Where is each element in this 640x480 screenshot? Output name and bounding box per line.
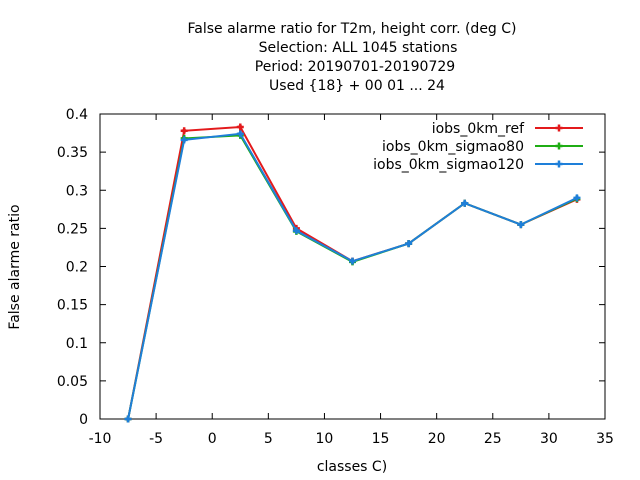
data-point-dot (294, 228, 299, 233)
data-point-dot (238, 131, 243, 137)
legend-marker (555, 142, 563, 150)
data-point-dot (406, 241, 411, 246)
series-group (124, 123, 581, 423)
series-line (127, 132, 578, 420)
title-line-3: Period: 20190701-20190729 (255, 59, 455, 75)
data-point-dot (125, 416, 131, 422)
x-tick-label: 5 (264, 431, 273, 447)
x-tick-label: -5 (149, 431, 163, 447)
legend-label: iobs_0km_sigmao80 (382, 139, 524, 155)
title-line-4: Used {18} + 00 01 ... 24 (269, 78, 445, 94)
y-axis: 0 0.05 0.1 0.15 0.2 0.25 0.3 0.35 0.4 (57, 107, 605, 428)
title-line-2: Selection: ALL 1045 stations (259, 40, 458, 56)
legend-item: iobs_0km_sigmao120 (373, 157, 583, 173)
y-tick-label: 0.4 (66, 107, 88, 123)
legend-marker (555, 124, 563, 132)
series-iobs_0km_sigmao120 (124, 130, 581, 423)
data-point-dot (518, 222, 524, 227)
x-tick-label: 35 (596, 431, 614, 447)
y-axis-label: False alarme ratio (7, 204, 23, 329)
y-tick-label: 0.1 (66, 336, 88, 352)
chart-title: False alarme ratio for T2m, height corr.… (187, 21, 516, 94)
y-tick-label: 0.25 (57, 221, 88, 237)
data-point-dot (181, 128, 187, 133)
y-tick-label: 0.35 (57, 145, 88, 161)
x-tick-label: 10 (316, 431, 334, 447)
legend-item: iobs_0km_sigmao80 (382, 139, 583, 155)
data-point-dot (350, 258, 355, 264)
legend-label: iobs_0km_ref (432, 121, 525, 137)
title-line-1: False alarme ratio for T2m, height corr.… (187, 21, 516, 37)
data-point-dot (462, 201, 467, 206)
y-tick-label: 0.05 (57, 374, 88, 390)
legend: iobs_0km_ref iobs_0km_sigmao80 iobs_0km_si… (373, 121, 583, 173)
data-point-dot (181, 137, 187, 143)
y-tick-label: 0.2 (66, 260, 88, 276)
x-tick-label: 15 (372, 431, 390, 447)
legend-label: iobs_0km_sigmao120 (373, 157, 524, 173)
legend-item: iobs_0km_ref (432, 121, 583, 137)
x-axis-label: classes C) (317, 459, 387, 475)
data-point-dot (574, 195, 580, 201)
y-tick-label: 0.3 (66, 183, 88, 199)
y-tick-label: 0 (79, 412, 88, 428)
x-tick-label: 25 (484, 431, 502, 447)
x-tick-label: 20 (428, 431, 446, 447)
y-tick-label: 0.15 (57, 298, 88, 314)
x-tick-label: -10 (89, 431, 112, 447)
x-tick-label: 30 (540, 431, 558, 447)
data-point-dot (238, 124, 243, 130)
x-axis: -10 -5 0 5 10 15 20 25 30 35 (89, 114, 614, 447)
legend-marker (555, 160, 563, 168)
series-iobs_0km_sigmao80 (124, 131, 581, 423)
series-line (127, 134, 578, 420)
x-tick-label: 0 (208, 431, 217, 447)
plot-frame (99, 113, 606, 420)
